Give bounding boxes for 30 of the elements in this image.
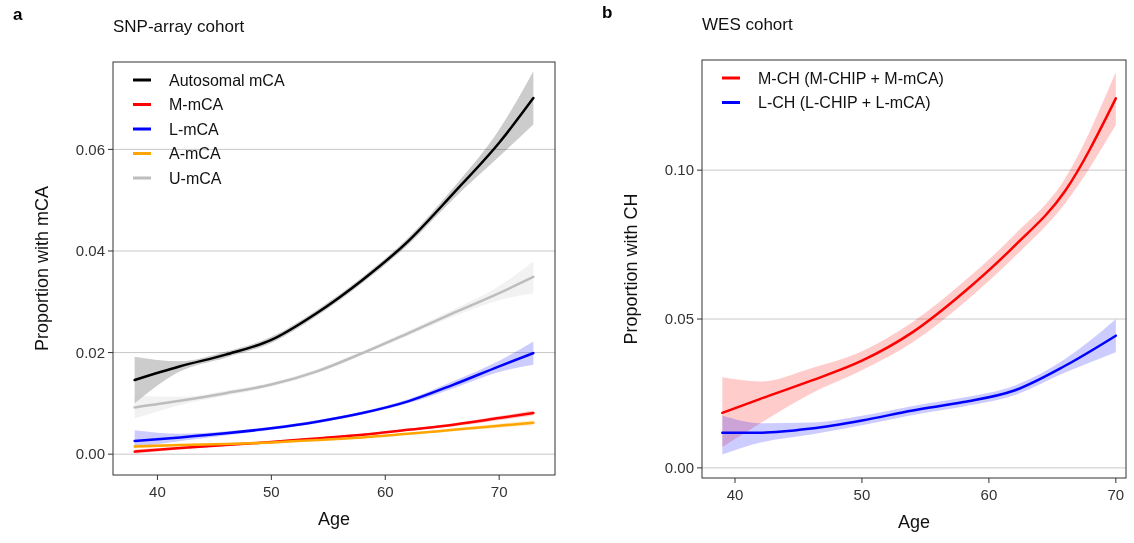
y-tick-label: 0.02 — [75, 343, 105, 361]
x-tick-label: 50 — [853, 486, 871, 503]
x-tick-label: 70 — [1107, 486, 1125, 503]
chart-title: SNP-array cohort — [113, 17, 245, 36]
y-tick-label: 0.06 — [75, 140, 105, 158]
text: a — [13, 5, 23, 24]
x-tick-label: 70 — [490, 483, 508, 500]
y-tick-label: 0.05 — [664, 310, 694, 328]
text: b — [602, 3, 613, 22]
y-axis-title: Proportion with CH — [621, 193, 641, 345]
legend-label: M-CH (M-CHIP + M-mCA) — [758, 69, 944, 87]
legend-label: L-mCA — [169, 120, 220, 138]
y-axis-title: Proportion with mCA — [32, 185, 52, 352]
x-axis-title: Age — [897, 512, 931, 532]
x-tick-label: 50 — [263, 483, 280, 500]
legend-label: M-mCA — [169, 96, 224, 114]
legend-label: Autosomal mCA — [169, 71, 285, 89]
y-tick-label: 0.00 — [664, 459, 694, 477]
x-tick-label: 40 — [726, 486, 744, 503]
chart-title: WES cohort — [702, 15, 793, 34]
x-tick-label: 60 — [980, 486, 998, 503]
x-tick-label: 60 — [376, 483, 394, 500]
legend-label: U-mCA — [169, 169, 222, 187]
y-tick-label: 0.04 — [75, 242, 105, 260]
y-tick-label: 0.10 — [664, 161, 694, 179]
y-tick-label: 0.00 — [75, 445, 105, 463]
x-axis-title: Age — [317, 509, 351, 529]
x-tick-label: 40 — [149, 483, 166, 500]
legend-label: L-CH (L-CHIP + L-mCA) — [758, 94, 931, 112]
legend-label: A-mCA — [169, 145, 221, 163]
